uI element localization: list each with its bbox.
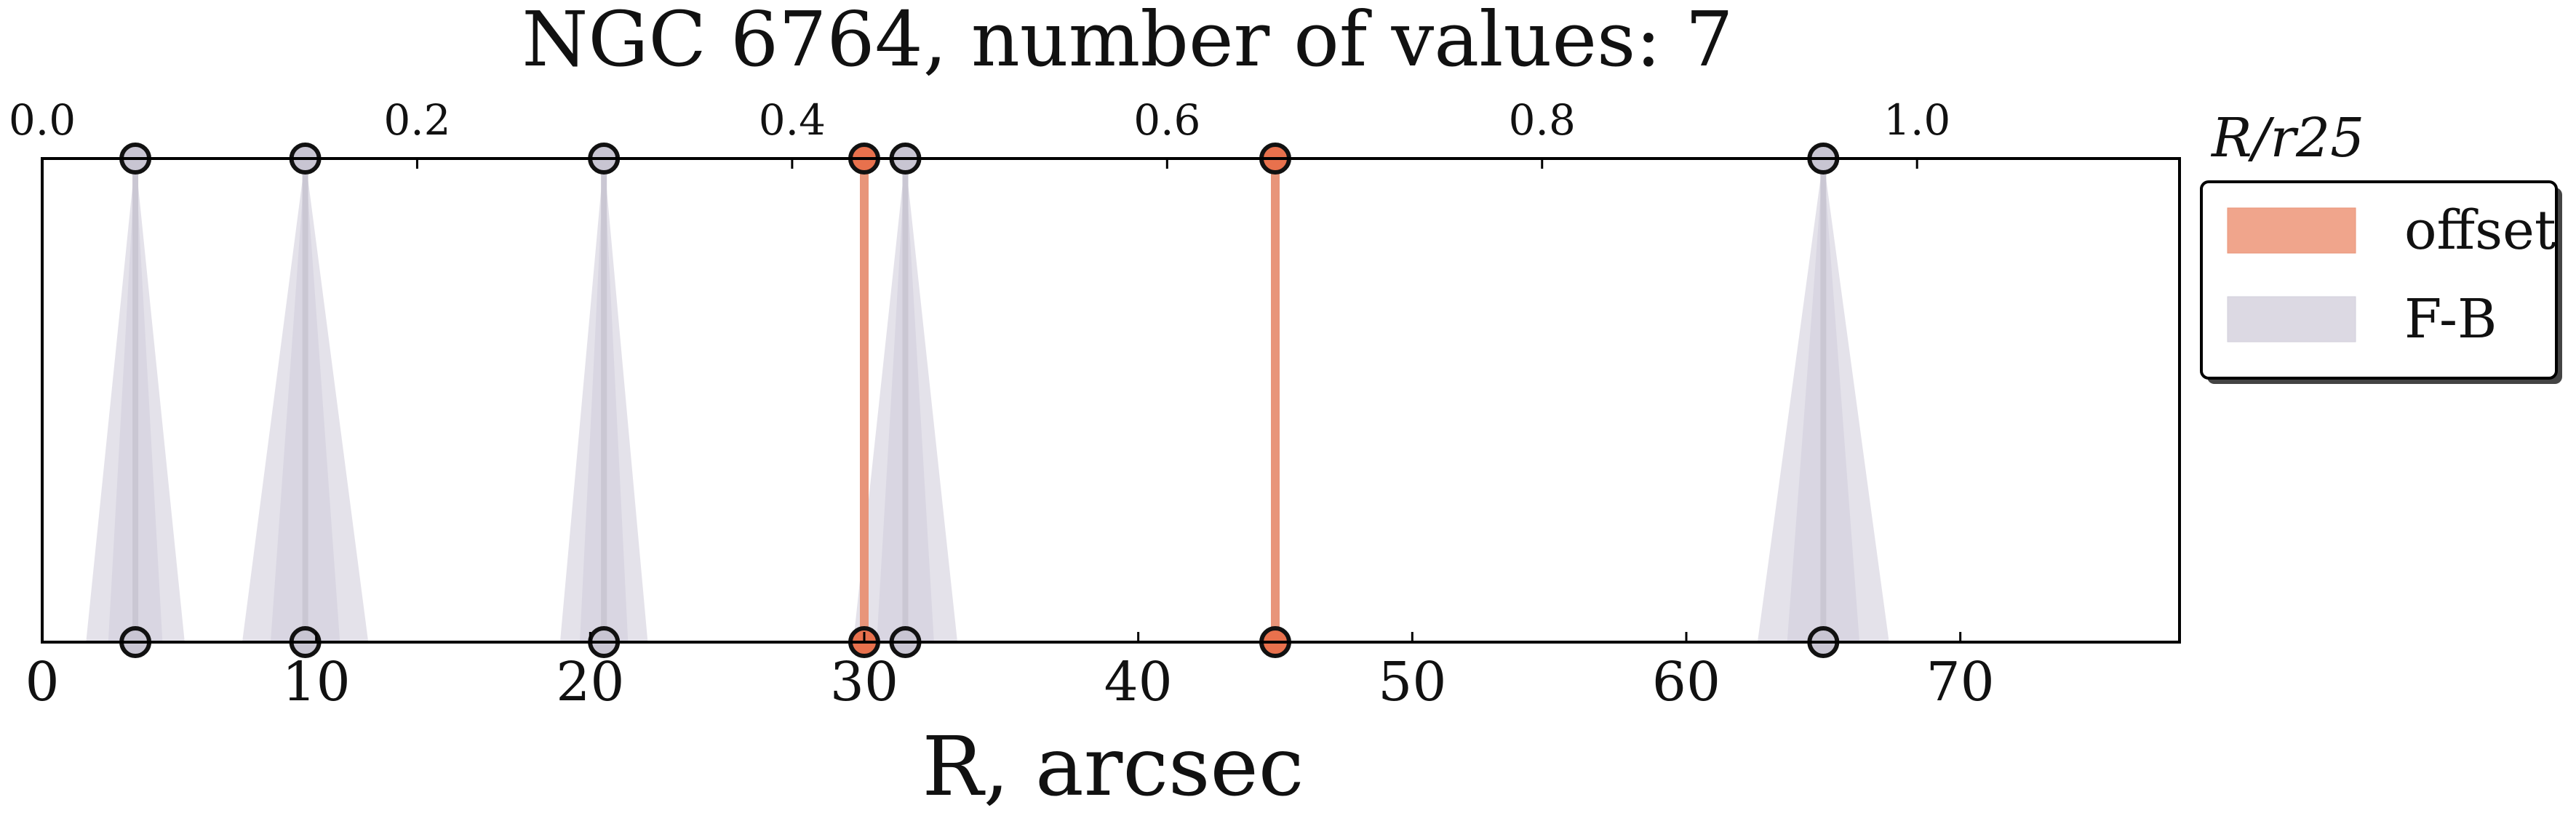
legend-label-fb: F-B bbox=[2404, 288, 2497, 351]
x-tick-label: 20 bbox=[556, 651, 624, 713]
x-tick-label: 0 bbox=[25, 651, 59, 713]
plot-frame bbox=[41, 157, 2181, 644]
top-tick-label: 0.4 bbox=[759, 95, 826, 145]
x-tick-label: 60 bbox=[1652, 651, 1720, 713]
top-tick-label: 0.0 bbox=[9, 95, 76, 145]
top-tick-label: 1.0 bbox=[1883, 95, 1950, 145]
top-tick-label: 0.8 bbox=[1509, 95, 1576, 145]
x-axis-label: R, arcsec bbox=[922, 720, 1304, 814]
legend-swatch-offset bbox=[2227, 207, 2356, 254]
legend-label-offset: offset bbox=[2404, 199, 2556, 262]
fb-markers bbox=[86, 143, 1889, 658]
plot-area bbox=[41, 143, 2181, 658]
x-tick-label: 50 bbox=[1378, 651, 1446, 713]
chart-title: NGC 6764, number of values: 7 bbox=[522, 0, 1733, 84]
x-tick-label: 40 bbox=[1104, 651, 1173, 713]
top-tick-label: 0.2 bbox=[383, 95, 450, 145]
legend: offset F-B bbox=[2200, 180, 2562, 384]
top-axis-label: R/r25 bbox=[2210, 107, 2364, 169]
x-tick-label: 10 bbox=[282, 651, 351, 713]
legend-swatch-fb bbox=[2227, 296, 2356, 343]
top-tick-label: 0.6 bbox=[1133, 95, 1200, 145]
x-tick-label: 70 bbox=[1926, 651, 1995, 713]
top-axis: 0.0 0.2 0.4 0.6 0.8 1.0 bbox=[9, 95, 1950, 169]
x-tick-label: 30 bbox=[830, 651, 898, 713]
bottom-axis: 0 10 20 30 40 50 60 70 bbox=[25, 632, 1995, 713]
